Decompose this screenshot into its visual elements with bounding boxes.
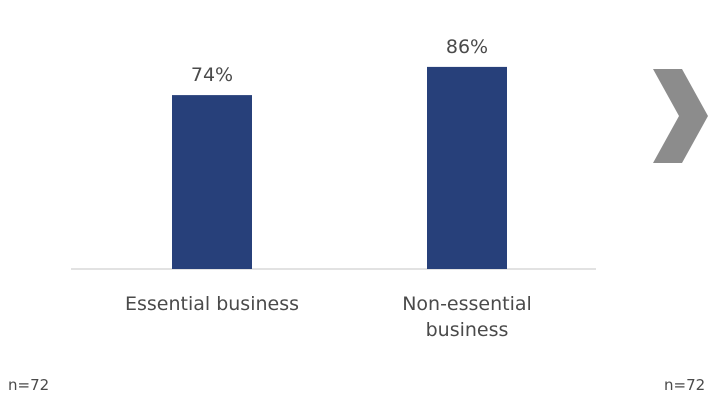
bars-group [172, 66, 507, 270]
category-label-2: Non-essential business [402, 293, 532, 341]
data-label-2: 86% [446, 36, 488, 58]
bar-1 [172, 95, 252, 269]
data-label-1: 74% [191, 64, 233, 86]
category-label-1: Essential business [125, 293, 299, 315]
category-label-line: Non-essential [402, 293, 532, 315]
category-label-line: Essential business [125, 293, 299, 315]
category-label-line: business [426, 319, 509, 341]
sample-size-right: n=72 [664, 376, 706, 394]
labels-group: 74% Essential business 86% Non-essential bus… [125, 36, 532, 341]
sample-size-left: n=72 [8, 376, 50, 394]
bar-2 [427, 66, 507, 270]
chevron-right-icon [653, 69, 708, 163]
